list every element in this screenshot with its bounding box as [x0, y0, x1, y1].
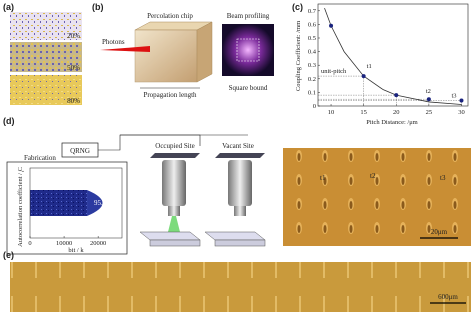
guide	[318, 98, 430, 106]
caption: Occupied Site	[155, 142, 194, 150]
caption: QRNG	[70, 147, 90, 155]
square	[236, 38, 260, 62]
noise-band	[30, 190, 88, 216]
point	[459, 98, 464, 103]
y-tick-label: 0.7	[308, 8, 317, 15]
micrograph	[10, 262, 471, 312]
x-tick-label: 0	[28, 240, 31, 247]
annotation: t3	[451, 93, 456, 100]
fit-line	[324, 7, 462, 105]
y-tick-label: 0.3	[308, 62, 316, 69]
fraction: 20%	[67, 32, 80, 40]
x-axis-label: Pitch Distance: /μm	[366, 119, 418, 126]
y-tick-label: 0.6	[308, 21, 317, 28]
photon-beam	[100, 46, 150, 52]
chart: 0 0.1 0.2 0.3 0.4 0.5 0.6 0.7 10 15 20 25 30 unit-pit…	[308, 3, 469, 116]
inset-chart: 0 10000 20000 bit / k Autocorrelation coeffi…	[17, 167, 123, 254]
y-tick-label: 0.4	[308, 49, 317, 56]
plot-frame	[317, 3, 469, 107]
y-axis-label-sub: t	[20, 170, 25, 172]
guide	[318, 75, 364, 106]
annotation: t1	[367, 63, 372, 70]
x-tick-label: 10	[328, 109, 335, 116]
panel-label: (c)	[292, 2, 303, 12]
point	[426, 97, 431, 102]
caption: Square bound	[229, 84, 268, 92]
texture	[10, 12, 82, 40]
annotation: t2	[426, 88, 431, 95]
percentage: 95.62%	[94, 199, 116, 207]
x-axis-label: bit / k	[68, 247, 84, 254]
point	[361, 74, 366, 79]
annotation: t3	[440, 174, 446, 182]
point	[394, 93, 399, 98]
caption: Propagation length	[143, 91, 197, 99]
y-axis-label: Autocorrelation coefficient / C	[17, 167, 24, 247]
fraction: 80%	[67, 97, 80, 105]
panel-label: (a)	[3, 2, 14, 12]
x-tick-label: 15	[360, 109, 367, 116]
annotation: unit-pitch	[321, 68, 347, 75]
y-tick-label: 0.2	[308, 76, 316, 83]
fraction: 50%	[67, 64, 80, 72]
point	[329, 23, 334, 28]
guide	[318, 94, 397, 106]
annotation: t1	[320, 174, 326, 182]
scale-label: 600μm	[438, 293, 458, 301]
chip	[134, 29, 198, 83]
texture	[10, 42, 82, 72]
x-tick-label: 30	[458, 109, 465, 116]
objective	[139, 153, 201, 247]
objective	[204, 153, 266, 247]
y-tick-label: 0.1	[308, 89, 316, 96]
x-tick-label: 10000	[56, 240, 72, 247]
caption: Fabrication	[24, 154, 56, 162]
caption: Photons	[102, 38, 125, 46]
x-tick-label: 25	[426, 109, 433, 116]
caption: Beam profiling	[227, 12, 270, 20]
guide	[318, 100, 462, 106]
plot-frame	[29, 167, 123, 239]
caption: Percolation chip	[147, 12, 193, 20]
panel-label: (d)	[3, 116, 15, 126]
histogram	[87, 190, 103, 216]
caption: Vacant Site	[222, 142, 254, 150]
annotation: t2	[370, 172, 376, 180]
x-tick-label: 20	[393, 109, 400, 116]
y-tick-label: 0	[313, 103, 316, 110]
y-axis-label: Coupling Coefficient: /mm	[295, 21, 302, 91]
beam-image	[222, 24, 274, 76]
micrograph	[283, 148, 471, 246]
panel-label: (b)	[92, 2, 104, 12]
panel-label: (e)	[3, 250, 14, 260]
chip	[196, 21, 213, 83]
y-tick-label: 0.5	[308, 35, 316, 42]
texture	[10, 75, 82, 105]
x-tick-label: 20000	[90, 240, 106, 247]
scale-label: 20μm	[431, 228, 448, 236]
